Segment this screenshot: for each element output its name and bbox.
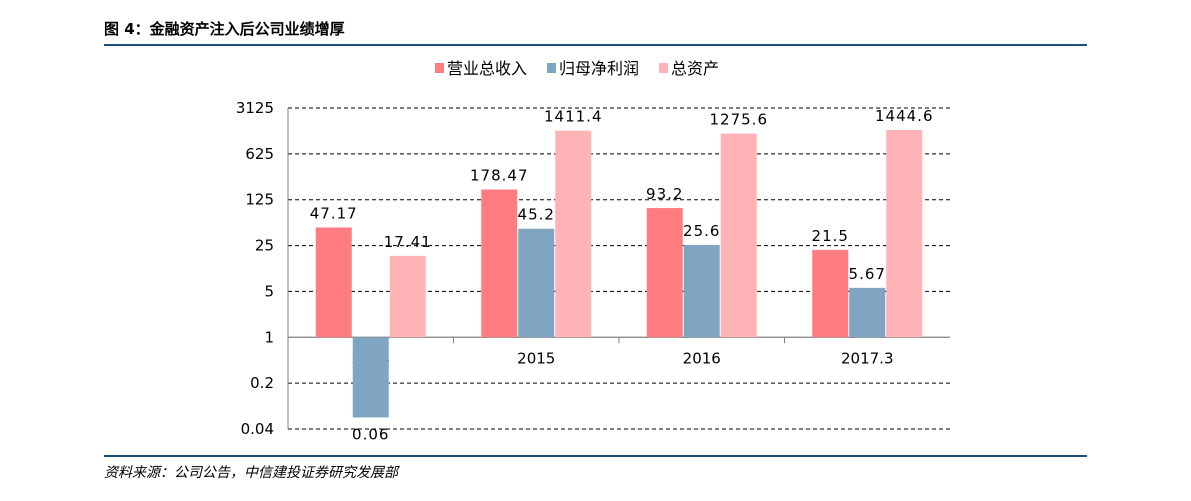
data-label: 45.2 [518, 206, 555, 224]
bar [720, 133, 757, 338]
data-label: 47.17 [310, 204, 358, 222]
bar [315, 227, 352, 338]
legend-swatch [659, 63, 668, 73]
y-tick-label: 0.2 [250, 374, 274, 392]
data-label: 17.41 [384, 233, 432, 251]
y-tick-label: 1 [264, 328, 274, 346]
data-labels: 47.17 0.06 17.41 178.47 45.2 1411.4 93.2 25.6 12… [310, 107, 934, 443]
bars [315, 129, 923, 418]
y-tick-label: 625 [245, 145, 274, 163]
bottom-rule [104, 455, 1087, 457]
data-label: 5.67 [849, 265, 886, 283]
top-rule [104, 44, 1087, 46]
bar [683, 244, 720, 338]
bar [555, 130, 592, 338]
x-category-label: 2016 [683, 349, 721, 367]
data-label: 1444.6 [875, 107, 934, 125]
data-label: 1275.6 [710, 111, 769, 129]
y-tick-label: 5 [264, 282, 274, 300]
bar [646, 208, 683, 338]
data-label: 21.5 [812, 227, 849, 245]
y-tick-label: 25 [255, 237, 274, 255]
legend-swatch [435, 63, 444, 73]
legend-swatch [547, 63, 556, 73]
y-tick-label: 125 [245, 191, 274, 209]
bar [389, 255, 426, 338]
legend-label: 总资产 [671, 59, 719, 78]
bar [352, 337, 389, 418]
gridlines [288, 107, 950, 430]
bar [518, 228, 555, 338]
source-note: 资料来源：公司公告，中信建投证券研究发展部 [104, 465, 398, 481]
data-label: 25.6 [683, 222, 720, 240]
data-label: 1411.4 [544, 108, 603, 126]
bar [481, 189, 518, 338]
bar [886, 129, 923, 338]
figure-title: 图 4：金融资产注入后公司业绩增厚 [104, 20, 345, 38]
data-label: 0.06 [352, 425, 389, 443]
bar [849, 287, 886, 338]
y-tick-label: 0.04 [241, 420, 274, 438]
y-tick-label: 3125 [236, 99, 274, 117]
legend-label: 营业总收入 [447, 59, 527, 78]
legend-label: 归母净利润 [559, 59, 639, 78]
bar [812, 249, 849, 338]
x-category-label: 2017.3 [841, 349, 894, 367]
x-category-label: 2015 [517, 349, 555, 367]
data-label: 178.47 [470, 167, 529, 185]
legend: 营业总收入 归母净利润 总资产 [435, 59, 719, 78]
data-label: 93.2 [646, 185, 683, 203]
